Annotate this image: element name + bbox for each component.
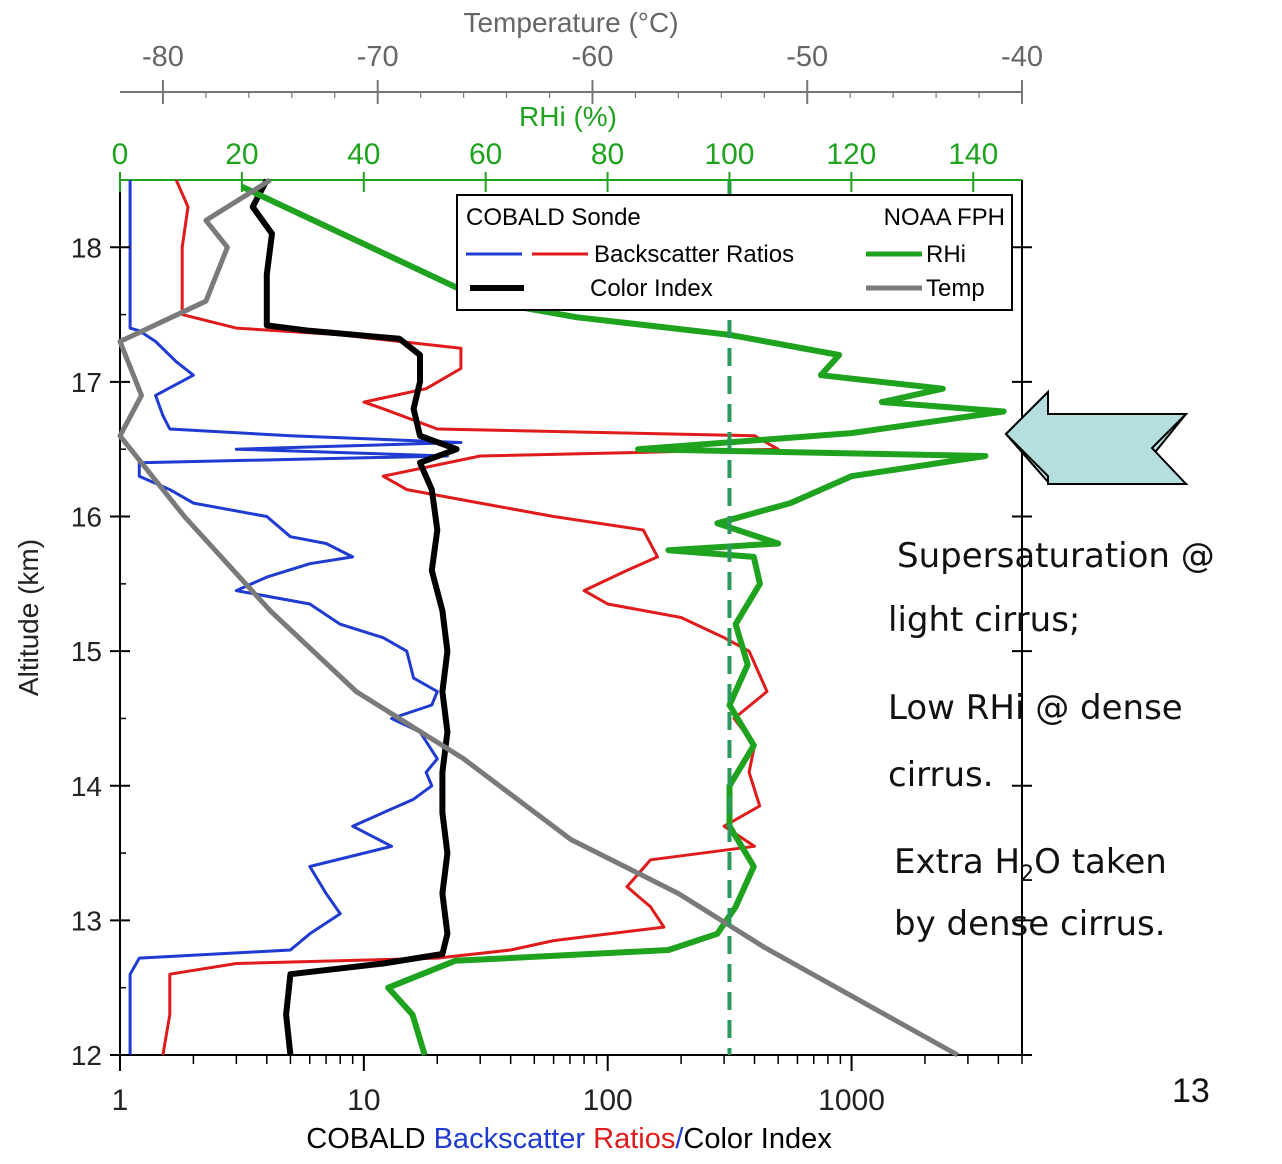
series-line-2	[249, 178, 460, 1056]
arrow-icon	[1004, 389, 1189, 485]
legend: COBALD Sonde NOAA FPH Backscatter Ratios Co…	[456, 194, 1013, 311]
annotation-line-5-sub: 2	[1020, 861, 1035, 887]
y-tick-label: 18	[71, 232, 102, 263]
rhi-tick-label: 100	[704, 138, 754, 171]
temperature-tick-label: -70	[357, 41, 399, 73]
annotation-line-4: cirrus.	[888, 755, 994, 795]
series-line-3	[240, 183, 1007, 1056]
annotation-line-3: Low RHi @ dense	[888, 688, 1183, 728]
annotation-line-2: light cirrus;	[888, 600, 1081, 640]
legend-entry-backscatter: Backscatter Ratios	[594, 241, 794, 268]
x-axis-label-part-1: Backscatter	[434, 1123, 586, 1155]
x-tick-label: 1	[112, 1084, 129, 1117]
y-tick-label: 16	[71, 502, 102, 533]
rhi-axis-title: RHi (%)	[519, 101, 617, 132]
temperature-axis-title: Temperature (°C)	[463, 7, 678, 38]
series-group	[117, 177, 1007, 1058]
x-axis-label-part-0: COBALD	[306, 1123, 433, 1155]
rhi-tick-label: 140	[948, 138, 998, 171]
x-axis-label-part-2	[585, 1123, 593, 1155]
annotation-line-5-post: O taken	[1034, 842, 1167, 882]
x-tick-label: 1000	[818, 1084, 885, 1117]
rhi-tick-label: 120	[826, 138, 876, 171]
y-tick-label: 12	[71, 1040, 102, 1071]
x-axis-label-part-5: Color Index	[683, 1123, 832, 1155]
y-tick-label: 13	[71, 905, 102, 936]
rhi-tick-label: 40	[347, 138, 380, 171]
slide-number: 13	[1172, 1072, 1210, 1110]
series-line-1	[161, 179, 780, 1056]
y-tick-label: 15	[71, 636, 102, 667]
series-line-4	[117, 177, 959, 1058]
temperature-tick-label: -40	[1001, 41, 1043, 73]
legend-title-cobald: COBALD Sonde	[466, 204, 641, 231]
legend-entry-temp: Temp	[926, 275, 985, 302]
annotation-line-6: by dense cirrus.	[894, 904, 1166, 944]
legend-entry-color-index: Color Index	[590, 275, 713, 302]
rhi-tick-label: 80	[591, 138, 624, 171]
x-axis-label-part-3: Ratios	[593, 1123, 675, 1155]
x-tick-label: 100	[583, 1084, 633, 1117]
legend-entry-rhi: RHi	[926, 241, 966, 268]
temperature-tick-label: -80	[142, 41, 184, 73]
x-tick-label: 10	[347, 1084, 380, 1117]
arrow-shape-outline	[1004, 389, 1189, 485]
annotation-line-5-pre: Extra H	[894, 842, 1021, 882]
legend-title-noaa: NOAA FPH	[884, 204, 1005, 231]
y-tick-label: 17	[71, 367, 102, 398]
rhi-tick-label: 60	[469, 138, 502, 171]
rhi-tick-label: 0	[112, 138, 129, 171]
x-axis-label-part-4: /	[675, 1123, 684, 1155]
temperature-tick-label: -50	[786, 41, 828, 73]
annotation-line-1: Supersaturation @	[897, 536, 1215, 576]
y-tick-label: 14	[71, 771, 102, 802]
plot-area	[119, 179, 1023, 1056]
x-axis-label: COBALD Backscatter Ratios/Color Index	[306, 1123, 832, 1155]
annotation-line-5: Extra H2O taken	[894, 842, 1167, 887]
temperature-tick-label: -60	[572, 41, 614, 73]
y-axis-label: Altitude (km)	[13, 539, 44, 696]
series-line-0	[128, 180, 463, 1055]
rhi-tick-label: 20	[225, 138, 258, 171]
